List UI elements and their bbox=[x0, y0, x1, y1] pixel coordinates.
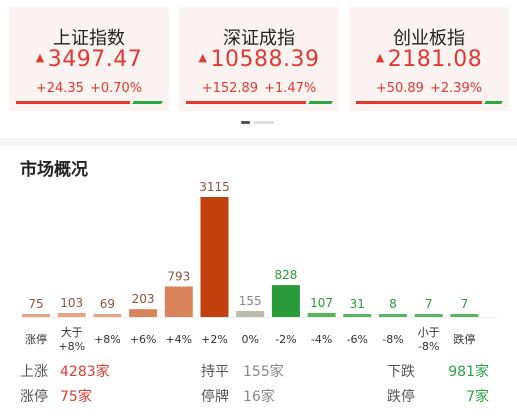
chart-category-label: 大于 bbox=[61, 325, 83, 339]
chart-bar bbox=[22, 314, 50, 317]
chart-value-label: 69 bbox=[100, 297, 115, 311]
up-count-label: 上涨 bbox=[20, 364, 48, 380]
index-card-cy[interactable]: 创业板指 ▲ 2181.08 +50.89 +2.39% bbox=[349, 7, 509, 111]
chart-bar bbox=[236, 311, 265, 317]
index-name: 创业板指 bbox=[393, 28, 465, 49]
up-ratio-bar bbox=[356, 101, 482, 104]
index-name: 深证成指 bbox=[223, 28, 295, 49]
chart-category-label: -2% bbox=[275, 333, 296, 346]
chart-bar bbox=[307, 312, 336, 317]
chart-bar bbox=[414, 314, 443, 317]
chart-bar bbox=[379, 314, 407, 317]
market-summary: 上涨 4283家 持平 155家 下跌 981家 涨停 75家 停牌 16家 跌… bbox=[0, 356, 517, 416]
section-divider bbox=[0, 138, 517, 146]
down-count-value: 981家 bbox=[448, 364, 489, 380]
up-ratio-bar bbox=[186, 101, 306, 104]
index-price: ▲ 2181.08 bbox=[375, 47, 483, 72]
chart-value-label: 793 bbox=[167, 270, 190, 284]
chart-value-label: 103 bbox=[60, 296, 83, 310]
chart-bar bbox=[57, 313, 86, 317]
index-card-sh[interactable]: 上证指数 ▲ 3497.47 +24.35 +0.70% bbox=[9, 7, 169, 111]
chart-category-label: -4% bbox=[311, 333, 332, 346]
pager-dot bbox=[254, 121, 274, 124]
chart-category-label: +8% bbox=[58, 340, 85, 353]
chart-category-label: 跌停 bbox=[453, 332, 475, 346]
chart-category-label: 0% bbox=[241, 333, 258, 346]
chart-bar bbox=[129, 309, 158, 317]
chart-value-label: 31 bbox=[350, 297, 365, 311]
limit-down-label: 跌停 bbox=[387, 389, 415, 405]
chart-category-label: 涨停 bbox=[25, 332, 47, 346]
chart-bar bbox=[450, 314, 479, 317]
index-change: +50.89 +2.39% bbox=[375, 81, 483, 96]
index-change: +152.89 +1.47% bbox=[201, 81, 317, 96]
suspended-label: 停牌 bbox=[201, 389, 229, 405]
section-title: 市场概况 bbox=[20, 160, 88, 180]
chart-bar bbox=[343, 314, 372, 317]
up-ratio-bar bbox=[16, 101, 130, 104]
index-name: 上证指数 bbox=[53, 28, 125, 49]
chart-value-label: 7 bbox=[461, 297, 469, 311]
chart-value-label: 155 bbox=[239, 294, 262, 308]
flat-count-value: 155家 bbox=[243, 364, 284, 380]
chart-value-label: 107 bbox=[310, 296, 333, 310]
chart-category-label: 小于 bbox=[418, 326, 440, 339]
index-card-sz[interactable]: 深证成指 ▲ 10588.39 +152.89 +1.47% bbox=[179, 7, 339, 111]
down-ratio-bar bbox=[132, 101, 163, 104]
flat-count-label: 持平 bbox=[201, 364, 229, 380]
chart-category-label: +4% bbox=[165, 333, 192, 346]
index-price: ▲ 3497.47 bbox=[35, 47, 143, 72]
chart-value-label: 828 bbox=[274, 268, 297, 282]
up-count-value: 4283家 bbox=[60, 364, 110, 380]
up-arrow-icon: ▲ bbox=[35, 51, 45, 64]
chart-category-label: -8% bbox=[418, 340, 439, 353]
index-price: ▲ 10588.39 bbox=[198, 47, 320, 72]
index-change: +24.35 +0.70% bbox=[35, 81, 143, 96]
chart-category-label: -6% bbox=[347, 333, 368, 346]
chart-bar bbox=[93, 314, 122, 317]
pager-dot-active bbox=[241, 121, 250, 124]
chart-category-label: -8% bbox=[382, 333, 403, 346]
chart-value-label: 7 bbox=[425, 297, 433, 311]
suspended-value: 16家 bbox=[243, 389, 275, 405]
down-count-label: 下跌 bbox=[387, 364, 415, 380]
index-cards: 上证指数 ▲ 3497.47 +24.35 +0.70% 深证成指 ▲ 10588.3… bbox=[9, 7, 511, 111]
chart-value-label: 75 bbox=[28, 297, 43, 311]
up-arrow-icon: ▲ bbox=[375, 51, 385, 64]
chart-value-label: 8 bbox=[389, 297, 397, 311]
limit-up-value: 75家 bbox=[60, 389, 92, 405]
chart-category-label: +8% bbox=[94, 333, 121, 346]
chart-category-label: +2% bbox=[201, 333, 228, 346]
chart-bar bbox=[200, 197, 229, 317]
chart-category-label: +6% bbox=[130, 333, 157, 346]
chart-value-label: 3115 bbox=[199, 180, 230, 194]
up-arrow-icon: ▲ bbox=[198, 51, 208, 64]
chart-bar bbox=[164, 286, 193, 317]
chart-bar bbox=[271, 285, 300, 317]
chart-value-label: 203 bbox=[132, 292, 155, 306]
down-ratio-bar bbox=[484, 101, 503, 104]
limit-down-value: 7家 bbox=[466, 389, 489, 405]
down-ratio-bar bbox=[308, 101, 333, 104]
limit-up-label: 涨停 bbox=[20, 389, 48, 405]
